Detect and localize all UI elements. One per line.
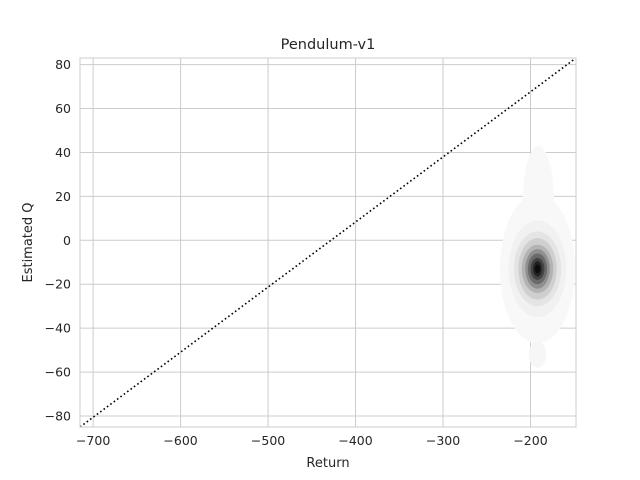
y-tick-label: −40 xyxy=(45,321,71,336)
chart-title: Pendulum-v1 xyxy=(281,37,376,53)
x-tick-label: −700 xyxy=(76,433,110,448)
x-tick-label: −200 xyxy=(513,433,547,448)
x-tick-label: −500 xyxy=(251,433,285,448)
x-axis-label: Return xyxy=(306,456,349,471)
y-tick-label: −20 xyxy=(45,277,71,292)
density-level xyxy=(528,341,547,368)
y-tick-label: 20 xyxy=(55,189,71,204)
y-tick-label: −60 xyxy=(45,365,71,380)
x-tick-label: −400 xyxy=(338,433,372,448)
y-tick-label: 0 xyxy=(63,233,71,248)
density-level xyxy=(534,264,541,274)
grid xyxy=(80,58,576,427)
y-tick-labels: −80 −60 −40 −20 0 20 40 60 80 xyxy=(45,57,71,423)
y-tick-label: −80 xyxy=(45,409,71,424)
y-tick-label: 60 xyxy=(55,101,71,116)
y-axis-label: Estimated Q xyxy=(21,202,36,282)
x-tick-label: −600 xyxy=(163,433,197,448)
y-tick-label: 80 xyxy=(55,57,71,72)
density-contours xyxy=(499,145,576,368)
plot-frame xyxy=(79,57,577,428)
x-tick-labels: −700 −600 −500 −400 −300 −200 xyxy=(76,433,548,448)
x-tick-label: −300 xyxy=(426,433,460,448)
y-tick-label: 40 xyxy=(55,145,71,160)
